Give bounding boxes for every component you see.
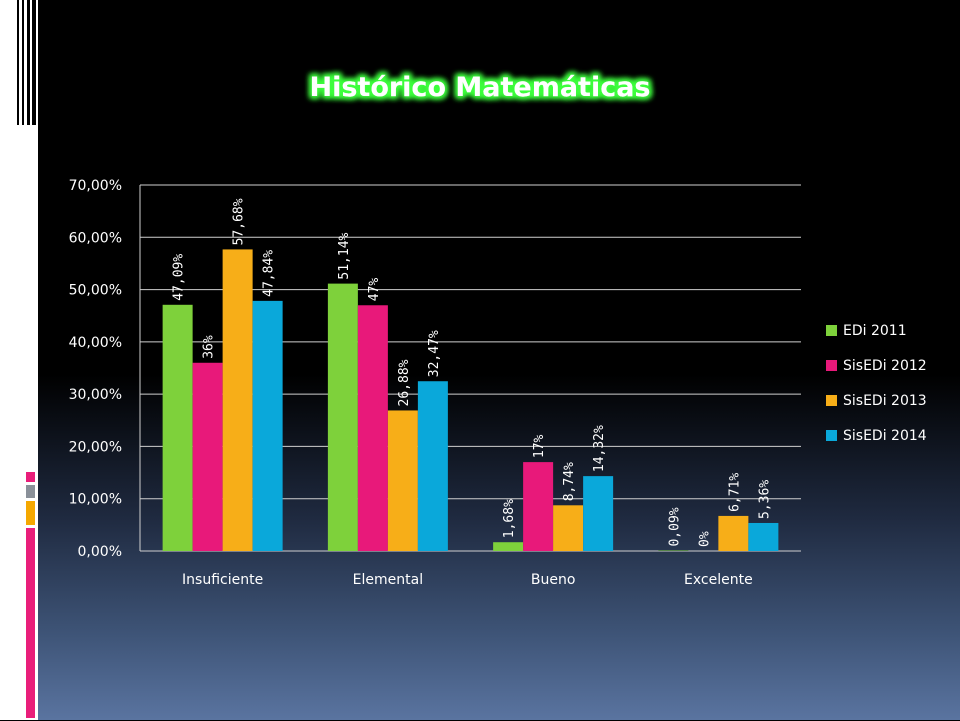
x-category-label: Insuficiente [182,572,263,588]
data-label: 32,47% [427,330,442,377]
bars [163,249,779,551]
bar [253,301,283,551]
legend-item: SisEDi 2013 [843,393,927,409]
bar [358,305,388,551]
legend-item: SisEDi 2014 [843,428,927,444]
data-label: 1,68% [502,499,517,538]
data-label: 8,74% [562,462,577,501]
legend-item: EDi 2011 [843,323,907,339]
bar [583,476,613,551]
data-label: 14,32% [592,425,607,472]
bar [553,505,583,551]
bar [718,516,748,551]
legend-swatch [826,325,837,336]
y-tick-label: 0,00% [78,544,122,560]
bar [328,284,358,551]
data-label: 57,68% [232,198,247,245]
data-label: 0% [697,531,712,547]
y-tick-label: 50,00% [69,283,122,299]
legend: EDi 2011 SisEDi 2012 SisEDi 2013 SisEDi 201… [826,323,927,444]
legend-item: SisEDi 2012 [843,358,927,374]
legend-swatch [826,430,837,441]
x-category-label: Excelente [684,572,753,588]
y-tick-label: 40,00% [69,335,122,351]
bar [493,542,523,551]
bar [523,462,553,551]
x-category-label: Bueno [531,572,576,588]
data-label: 47% [367,278,382,302]
legend-swatch [826,395,837,406]
legend-swatch [826,360,837,371]
x-category-label: Elemental [353,572,423,588]
bar [748,523,778,551]
data-label: 17% [532,434,547,458]
y-tick-label: 60,00% [69,230,122,246]
y-tick-label: 70,00% [69,178,122,194]
data-label: 6,71% [727,473,742,512]
bar [418,381,448,551]
bar [388,410,418,551]
data-label: 36% [202,335,217,359]
chart-title: Histórico Matemáticas [309,72,650,103]
y-tick-label: 20,00% [69,439,122,455]
data-label: 5,36% [757,480,772,519]
bar [163,305,193,551]
data-label: 47,09% [172,254,187,301]
data-label: 47,84% [262,250,277,297]
data-label: 26,88% [397,359,412,406]
data-label: 51,14% [337,232,352,279]
data-label: 0,09% [667,507,682,546]
bar [223,249,253,551]
y-tick-label: 10,00% [69,492,122,508]
bar [193,363,223,551]
y-tick-label: 30,00% [69,387,122,403]
